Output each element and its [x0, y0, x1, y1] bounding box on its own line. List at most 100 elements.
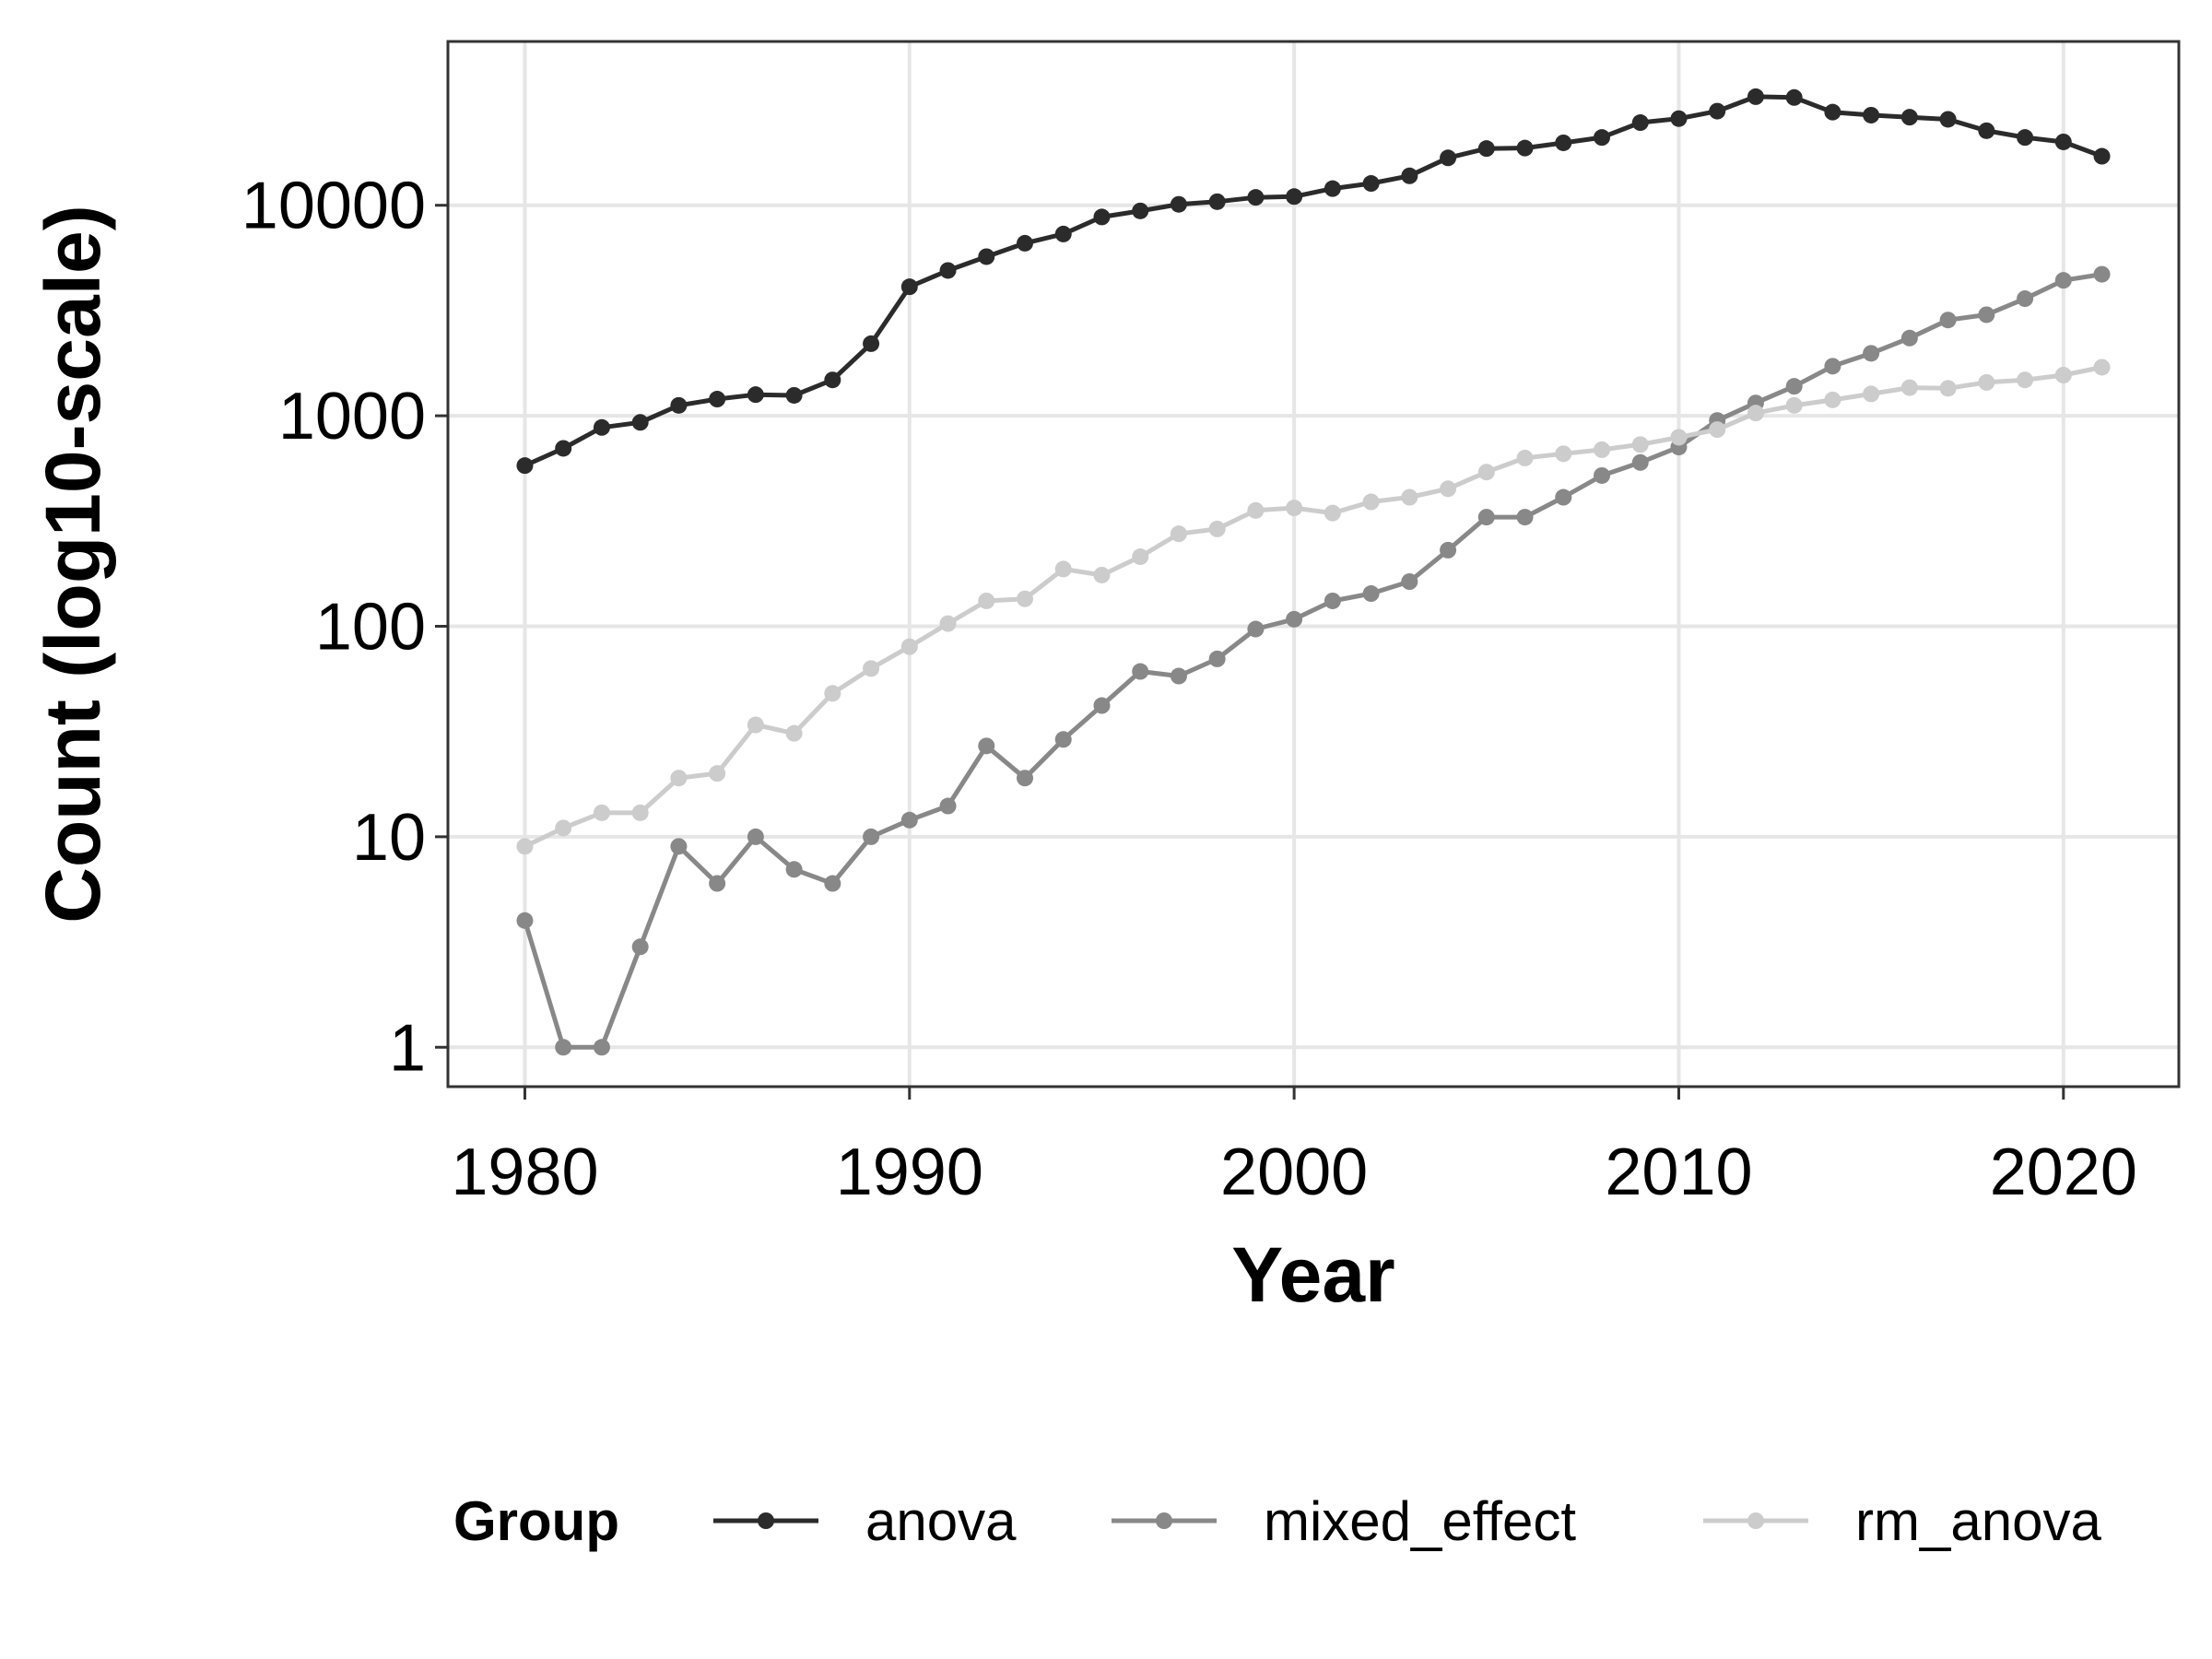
- data-point-rm_anova: [939, 615, 957, 632]
- data-point-anova: [900, 278, 918, 296]
- data-point-anova: [1286, 188, 1303, 206]
- data-point-anova: [1555, 134, 1572, 151]
- data-point-anova: [1208, 193, 1226, 210]
- data-point-mixed_effect: [1017, 770, 1033, 787]
- data-point-mixed_effect: [1555, 488, 1572, 506]
- y-axis-title: Count (log10-scale): [29, 205, 116, 923]
- data-point-rm_anova: [1362, 493, 1380, 511]
- data-point-mixed_effect: [1594, 466, 1610, 484]
- data-point-anova: [863, 335, 880, 352]
- series-layer: [516, 88, 2111, 1056]
- data-point-mixed_effect: [785, 861, 803, 878]
- data-point-mixed_effect: [1863, 345, 1880, 362]
- data-point-rm_anova: [1824, 391, 1841, 408]
- data-point-mixed_effect: [863, 828, 880, 845]
- data-point-mixed_effect: [2093, 265, 2111, 283]
- data-point-anova: [824, 371, 841, 389]
- x-tick-label: 1990: [836, 1135, 983, 1209]
- data-point-mixed_effect: [1900, 329, 1918, 347]
- data-point-anova: [939, 262, 957, 279]
- data-point-anova: [1324, 180, 1341, 197]
- x-tick-label: 2010: [1605, 1135, 1752, 1209]
- y-tick-label: 100: [315, 590, 426, 664]
- data-point-anova: [1709, 102, 1726, 120]
- data-point-mixed_effect: [1132, 663, 1149, 680]
- y-tick-label: 10: [352, 801, 426, 875]
- data-point-anova: [1401, 167, 1418, 184]
- data-point-rm_anova: [1863, 385, 1880, 403]
- series-mixed_effect: [516, 265, 2111, 1056]
- data-point-rm_anova: [1170, 525, 1187, 543]
- data-point-rm_anova: [1324, 504, 1341, 522]
- legend-key-point: [1747, 1512, 1764, 1529]
- data-point-mixed_effect: [631, 938, 649, 956]
- data-point-mixed_effect: [1440, 541, 1457, 559]
- data-point-rm_anova: [631, 804, 649, 821]
- data-point-anova: [1824, 103, 1841, 121]
- data-point-anova: [2093, 147, 2111, 165]
- data-point-anova: [785, 386, 803, 404]
- data-point-mixed_effect: [1247, 620, 1265, 638]
- data-point-rm_anova: [709, 765, 726, 782]
- data-point-anova: [1247, 189, 1265, 206]
- data-point-anova: [1516, 139, 1534, 157]
- data-point-rm_anova: [1017, 590, 1033, 607]
- data-point-anova: [670, 396, 688, 414]
- series-rm_anova: [516, 359, 2111, 855]
- x-axis: 1980 1990 2000 2010 2020: [451, 1087, 2137, 1209]
- data-point-mixed_effect: [939, 797, 957, 815]
- legend-key-point: [1156, 1512, 1172, 1529]
- data-point-anova: [709, 391, 726, 408]
- data-point-mixed_effect: [1939, 312, 1957, 329]
- data-point-mixed_effect: [1631, 453, 1649, 471]
- data-point-anova: [516, 457, 534, 475]
- legend: Group anova mixed_effect rm_anova: [453, 1490, 2101, 1552]
- data-point-anova: [1440, 149, 1457, 167]
- data-point-anova: [978, 248, 995, 265]
- data-point-rm_anova: [1747, 405, 1764, 422]
- data-point-rm_anova: [1440, 480, 1457, 498]
- legend-item-anova: anova: [713, 1490, 1017, 1552]
- data-point-rm_anova: [1132, 548, 1149, 566]
- data-point-rm_anova: [670, 770, 688, 787]
- data-point-mixed_effect: [2054, 272, 2072, 289]
- legend-item-rm_anova: rm_anova: [1703, 1490, 2101, 1552]
- data-point-rm_anova: [1477, 464, 1495, 481]
- data-point-mixed_effect: [1093, 697, 1111, 714]
- data-point-mixed_effect: [1401, 573, 1418, 591]
- data-point-anova: [1670, 110, 1688, 127]
- data-point-anova: [555, 440, 572, 457]
- data-point-rm_anova: [1900, 379, 1918, 396]
- data-point-anova: [1132, 202, 1149, 219]
- data-point-mixed_effect: [1785, 378, 1803, 395]
- data-point-rm_anova: [747, 716, 764, 734]
- data-point-rm_anova: [1247, 501, 1265, 519]
- data-point-anova: [2054, 133, 2072, 150]
- data-point-rm_anova: [1631, 436, 1649, 453]
- data-point-anova: [631, 414, 649, 431]
- data-point-mixed_effect: [1208, 650, 1226, 667]
- data-point-mixed_effect: [593, 1039, 610, 1056]
- data-point-anova: [1054, 225, 1072, 242]
- data-point-anova: [1785, 88, 1803, 106]
- data-point-rm_anova: [785, 724, 803, 742]
- data-point-mixed_effect: [1978, 306, 1995, 324]
- data-point-rm_anova: [900, 638, 918, 655]
- data-point-anova: [1477, 140, 1495, 158]
- data-point-mixed_effect: [1477, 509, 1495, 526]
- data-point-rm_anova: [1709, 421, 1726, 439]
- data-point-rm_anova: [1785, 396, 1803, 414]
- data-point-rm_anova: [1978, 373, 1995, 391]
- data-point-anova: [1170, 195, 1187, 213]
- data-point-rm_anova: [863, 660, 880, 677]
- data-point-anova: [1863, 106, 1880, 124]
- data-point-mixed_effect: [978, 737, 995, 755]
- data-point-rm_anova: [555, 819, 572, 837]
- data-point-rm_anova: [1208, 520, 1226, 537]
- data-point-mixed_effect: [516, 912, 534, 929]
- data-point-anova: [1631, 114, 1649, 132]
- data-point-mixed_effect: [1286, 610, 1303, 628]
- data-point-anova: [2017, 129, 2034, 147]
- data-point-anova: [1978, 122, 1995, 139]
- data-point-mixed_effect: [1054, 731, 1072, 748]
